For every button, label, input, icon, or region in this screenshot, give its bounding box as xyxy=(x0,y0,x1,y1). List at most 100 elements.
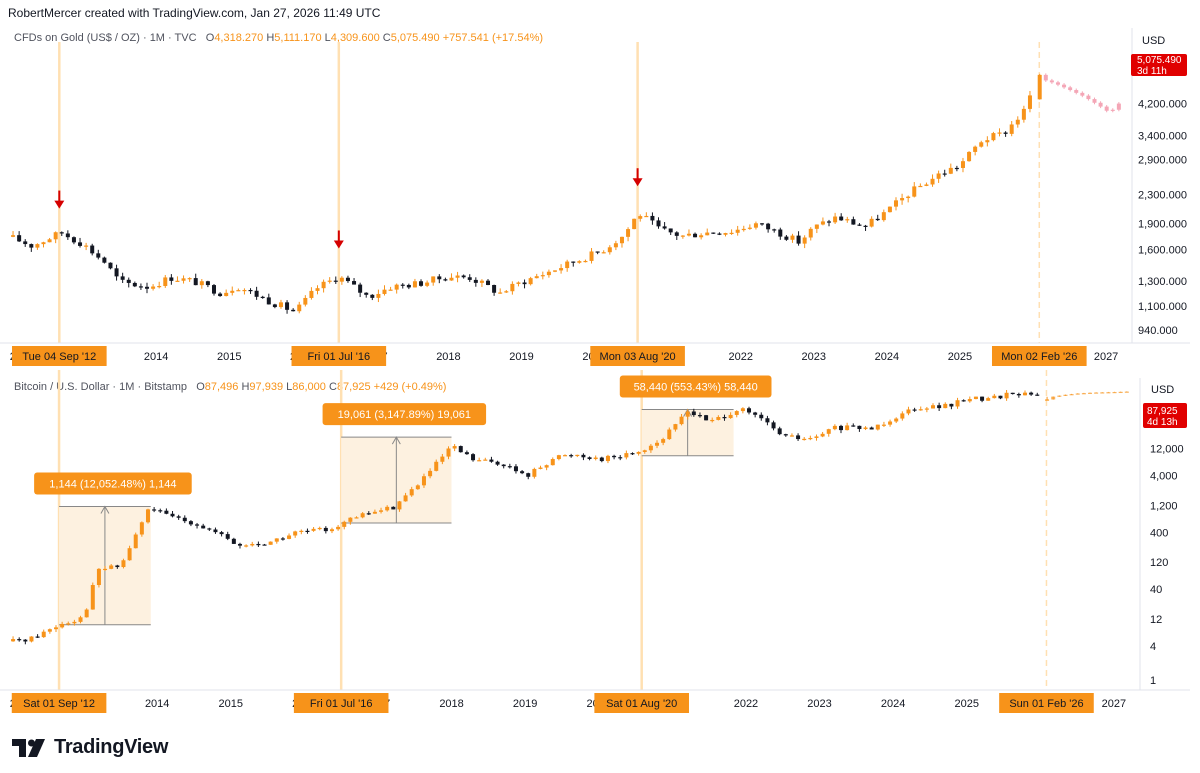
btc-candle xyxy=(152,509,157,511)
btc-candle xyxy=(593,457,598,460)
gold-candle xyxy=(772,229,777,231)
btc-candle xyxy=(311,528,316,531)
gold-time-label: Tue 04 Sep '12 xyxy=(22,351,96,363)
btc-candle xyxy=(599,457,604,462)
btc-y-tick-label: 400 xyxy=(1150,527,1168,539)
gold-candle xyxy=(17,235,22,242)
btc-candle xyxy=(127,548,132,561)
gold-candle xyxy=(364,292,369,295)
btc-candle xyxy=(569,455,574,457)
btc-candle xyxy=(244,545,249,547)
btc-projection-candle xyxy=(1124,391,1129,393)
gold-candle xyxy=(552,270,557,272)
btc-candle xyxy=(845,425,850,431)
gold-candle xyxy=(1021,108,1026,120)
gold-candle xyxy=(875,218,880,221)
gold-candle xyxy=(59,232,64,234)
btc-candles xyxy=(11,389,1129,645)
btc-candle xyxy=(274,538,279,542)
gold-ohlc: O4,318.270 H5,111.170 L4,309.600 C5,075.… xyxy=(205,32,544,44)
gold-candle xyxy=(309,290,314,298)
btc-candle xyxy=(753,412,758,415)
gold-candle xyxy=(388,289,393,291)
btc-measure-label-bg xyxy=(34,472,192,495)
btc-candle xyxy=(820,433,825,437)
btc-candle xyxy=(802,438,807,441)
btc-currency: USD xyxy=(1151,384,1174,396)
btc-candle xyxy=(379,510,384,512)
gold-candle xyxy=(516,282,521,284)
btc-projection-candle xyxy=(1100,392,1105,394)
btc-instrument[interactable]: Bitcoin / U.S. Dollar · 1M · Bitstamp xyxy=(14,381,187,393)
gold-candle xyxy=(473,279,478,283)
btc-time-axis[interactable]: 2012201420152016201720182019202020212022… xyxy=(10,698,1126,710)
gold-candle xyxy=(686,233,691,236)
gold-candle xyxy=(486,280,491,286)
btc-price-tag: 87,925 4d 13h xyxy=(1143,403,1187,428)
btc-candle xyxy=(673,424,678,430)
btc-candle xyxy=(201,525,206,529)
gold-title-bar: CFDs on Gold (US$ / OZ) · 1M · TVC O4,31… xyxy=(14,32,543,44)
gold-time-labels: Tue 04 Sep '12 Fri 01 Jul '16 Mon 03 Aug '… xyxy=(12,346,1087,366)
btc-chart[interactable]: 1,144 (12,052.48%) 1,144 19,061 (3,147.89… xyxy=(0,370,1200,730)
btc-candle xyxy=(495,461,500,465)
gold-projection-candle xyxy=(1080,92,1085,96)
btc-candle xyxy=(722,417,727,419)
gold-candle xyxy=(565,261,570,269)
btc-candle xyxy=(814,436,819,438)
gold-candle xyxy=(1003,132,1008,134)
gold-y-tick-label: 1,100.000 xyxy=(1138,301,1187,313)
btc-candle xyxy=(483,459,488,461)
gold-candle xyxy=(108,262,113,269)
gold-candle xyxy=(461,275,466,278)
btc-candle xyxy=(875,424,880,430)
btc-candle xyxy=(109,565,114,569)
gold-price-axis[interactable]: 940.000 1,100.000 1,300.000 1,600.000 1,900.… xyxy=(1138,99,1187,337)
btc-candle xyxy=(250,543,255,546)
btc-candle xyxy=(667,429,672,440)
gold-chart[interactable]: USD 940.000 1,100.000 1,300.000 1,600.000 1,… xyxy=(0,0,1200,370)
gold-candle xyxy=(35,244,40,248)
btc-candle xyxy=(796,435,801,440)
gold-candle xyxy=(619,236,624,244)
btc-candle xyxy=(342,521,347,527)
btc-candle xyxy=(391,506,396,510)
btc-candle xyxy=(440,456,445,462)
btc-candle xyxy=(170,513,175,517)
btc-candle xyxy=(691,411,696,416)
gold-projection-candle xyxy=(1086,95,1091,100)
gold-candle xyxy=(96,253,101,258)
btc-candle xyxy=(360,513,365,518)
gold-projection-candle xyxy=(1043,74,1048,81)
btc-candle xyxy=(881,424,886,426)
btc-price-axis[interactable]: 1 4 12 40 120 400 1,200 4,000 12,000 xyxy=(1150,444,1184,687)
tradingview-logo-text: TradingView xyxy=(54,736,169,758)
gold-y-tick-label: 1,900.000 xyxy=(1138,219,1187,231)
gold-candle xyxy=(419,281,424,286)
gold-candle xyxy=(784,236,789,240)
gold-candle xyxy=(236,290,241,292)
gold-instrument[interactable]: CFDs on Gold (US$ / OZ) · 1M · TVC xyxy=(14,32,197,44)
gold-candle xyxy=(285,302,290,310)
btc-candle xyxy=(556,455,561,460)
gold-candle xyxy=(802,237,807,244)
gold-candle xyxy=(327,280,332,282)
gold-candle xyxy=(23,241,28,245)
gold-candle xyxy=(71,237,76,243)
btc-candle xyxy=(471,454,476,461)
gold-candle xyxy=(857,224,862,226)
btc-candle xyxy=(986,398,991,401)
btc-candle-current xyxy=(1045,399,1050,401)
gold-highlight-lines xyxy=(58,42,1041,343)
btc-candle xyxy=(826,429,831,434)
gold-time-axis[interactable]: 2012201420152016201720182019202020212022… xyxy=(10,351,1119,363)
btc-title-bar: Bitcoin / U.S. Dollar · 1M · Bitstamp O8… xyxy=(14,381,446,393)
tradingview-logo[interactable]: TradingView xyxy=(12,736,168,759)
gold-candle xyxy=(942,173,947,175)
btc-candle xyxy=(287,535,292,539)
btc-candle xyxy=(581,454,586,458)
btc-candle xyxy=(563,455,568,457)
btc-candle xyxy=(777,428,782,435)
gold-projection-candle xyxy=(1092,99,1097,103)
btc-candle xyxy=(747,408,752,413)
